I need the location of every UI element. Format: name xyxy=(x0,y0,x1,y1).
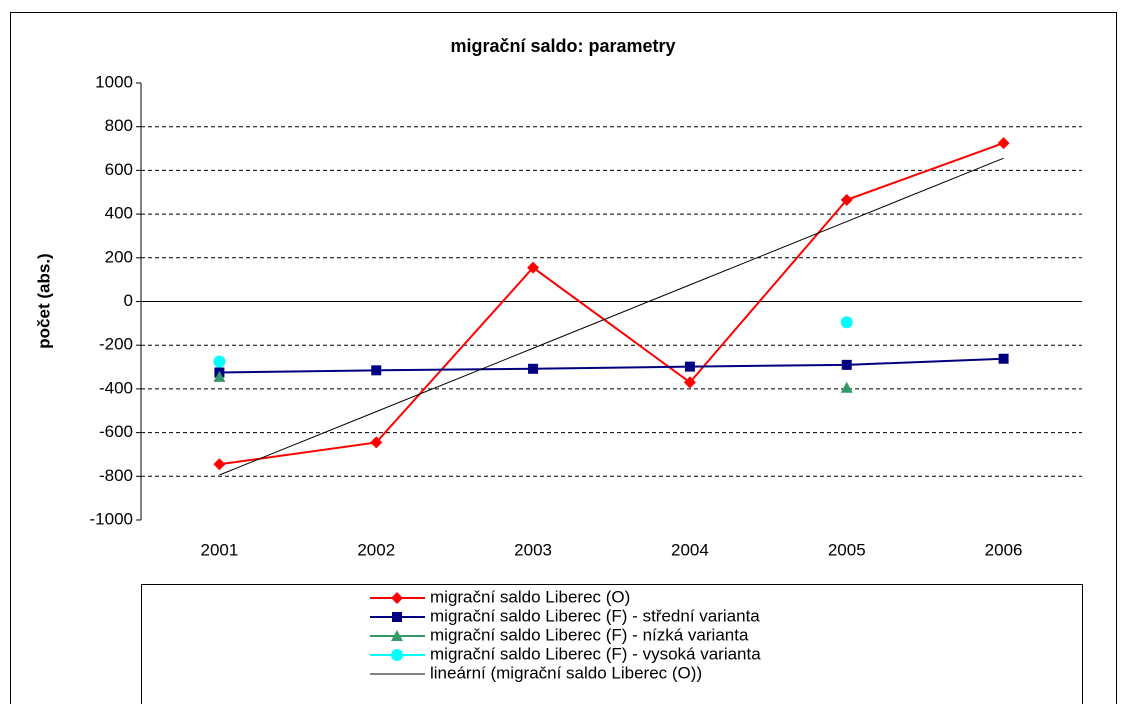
legend-label: migrační saldo Liberec (F) - nízká varia… xyxy=(430,625,749,644)
series-line xyxy=(219,157,1004,476)
data-point xyxy=(840,381,853,393)
legend-label: migrační saldo Liberec (F) - střední var… xyxy=(430,606,760,625)
series-line xyxy=(219,142,1004,466)
x-tick-label: 2004 xyxy=(671,540,709,559)
legend-label: migrační saldo Liberec (F) - vysoká vari… xyxy=(430,644,761,663)
y-tick-label: -600 xyxy=(99,422,133,441)
y-tick-label: -200 xyxy=(99,335,133,354)
series-line xyxy=(219,357,1004,374)
chart-border xyxy=(10,12,1117,704)
y-tick-label: 600 xyxy=(105,160,133,179)
data-point xyxy=(370,436,383,449)
y-tick-label: -1000 xyxy=(90,509,133,528)
y-tick-label: 0 xyxy=(124,291,133,310)
x-tick-label: 2006 xyxy=(985,540,1023,559)
legend-marker xyxy=(392,612,402,622)
y-tick-label: -400 xyxy=(99,378,133,397)
data-point xyxy=(841,359,852,370)
x-tick-label: 2003 xyxy=(514,540,552,559)
y-tick-label: 1000 xyxy=(95,72,133,91)
x-tick-label: 2005 xyxy=(828,540,866,559)
legend-marker xyxy=(391,649,403,661)
legend-label: migrační saldo Liberec (O) xyxy=(430,587,630,606)
chart-title: migrační saldo: parametry xyxy=(450,36,675,56)
x-tick-label: 2001 xyxy=(201,540,239,559)
legend-marker xyxy=(391,630,403,641)
y-tick-label: 400 xyxy=(105,204,133,223)
y-tick-label: 200 xyxy=(105,247,133,266)
data-point xyxy=(998,353,1009,364)
data-point xyxy=(528,363,539,374)
legend-label: lineární (migrační saldo Liberec (O)) xyxy=(430,663,702,682)
data-point xyxy=(213,458,226,471)
y-axis-label: počet (abs.) xyxy=(34,253,53,348)
data-point xyxy=(840,193,853,206)
data-point xyxy=(527,261,540,274)
y-tick-label: 800 xyxy=(105,116,133,135)
data-point xyxy=(213,355,226,368)
x-tick-label: 2002 xyxy=(357,540,395,559)
data-point xyxy=(997,137,1010,150)
y-tick-label: -800 xyxy=(99,466,133,485)
legend-box xyxy=(141,584,1083,704)
data-point xyxy=(840,316,853,329)
data-point xyxy=(684,361,695,372)
data-point xyxy=(683,376,696,389)
data-point xyxy=(371,365,382,376)
data-point xyxy=(213,370,226,382)
legend-marker xyxy=(391,592,403,604)
